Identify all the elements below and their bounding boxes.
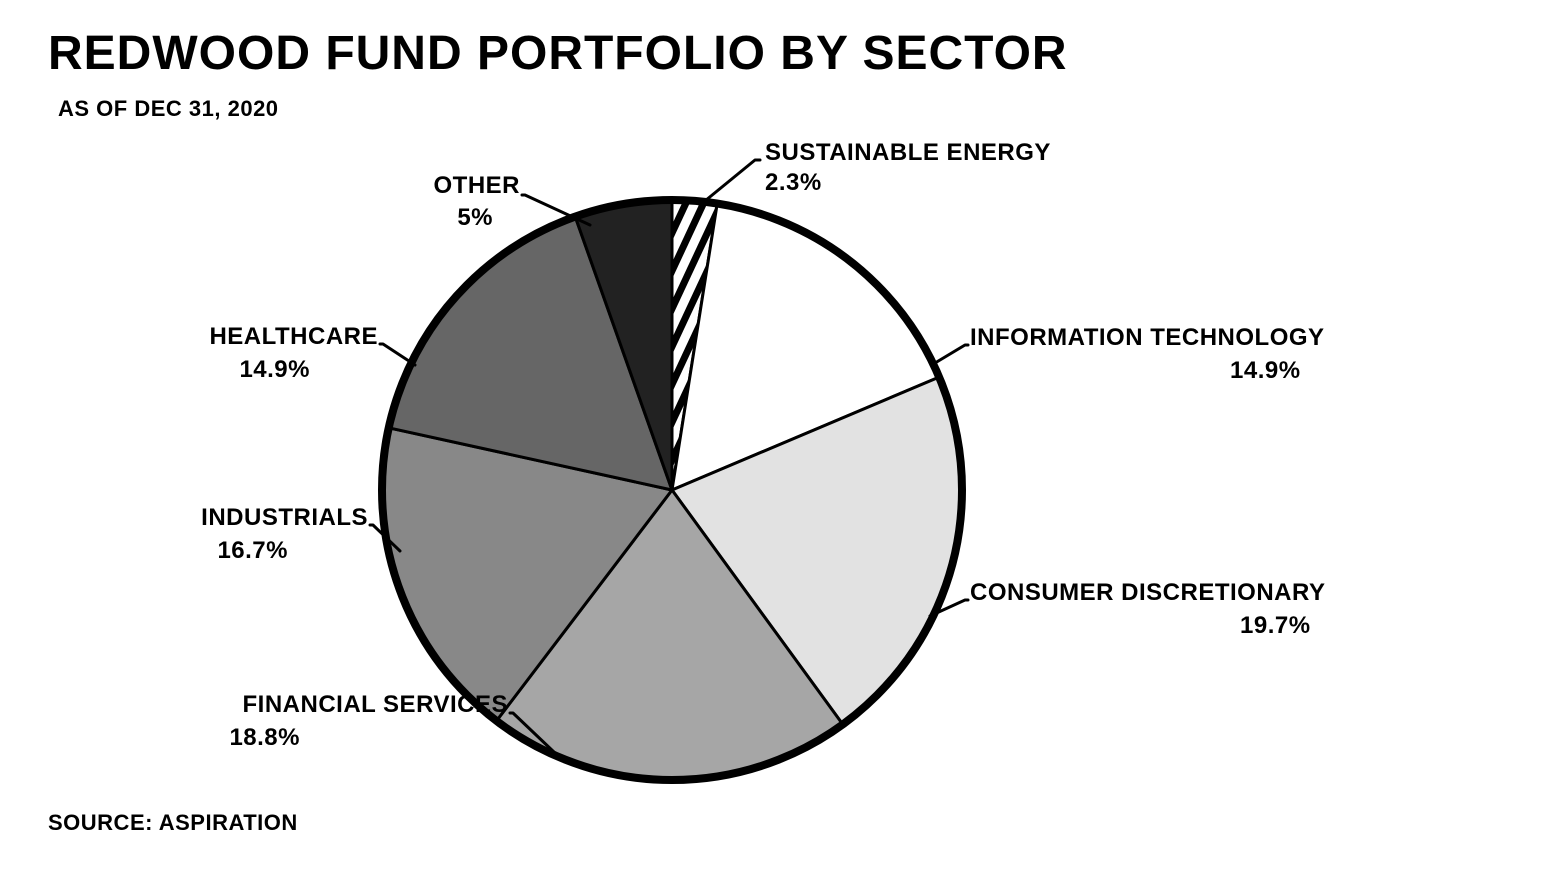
slice-percent: 5% bbox=[457, 204, 493, 231]
slice-percent: 16.7% bbox=[217, 537, 288, 564]
slice-percent: 14.9% bbox=[239, 356, 310, 383]
slice-percent: 19.7% bbox=[1240, 612, 1311, 639]
leader-line bbox=[380, 344, 415, 365]
slice-label: FINANCIAL SERVICES bbox=[243, 691, 509, 718]
slice-label: HEALTHCARE bbox=[209, 323, 378, 350]
slice-percent: 14.9% bbox=[1230, 357, 1301, 384]
slice-percent: 18.8% bbox=[229, 724, 300, 751]
pie-chart: SUSTAINABLE ENERGY 2.3% INFORMATION TECHNO… bbox=[0, 0, 1560, 879]
slice-label: OTHER bbox=[434, 172, 521, 199]
slice-label: INFORMATION TECHNOLOGY bbox=[970, 324, 1325, 351]
leader-line bbox=[935, 345, 968, 363]
slice-label: CONSUMER DISCRETIONARY bbox=[970, 579, 1325, 606]
slice-percent: 2.3% bbox=[765, 169, 822, 196]
slice-label: SUSTAINABLE ENERGY bbox=[765, 139, 1051, 166]
slice-label: INDUSTRIALS bbox=[201, 504, 368, 531]
leader-line bbox=[700, 160, 760, 205]
